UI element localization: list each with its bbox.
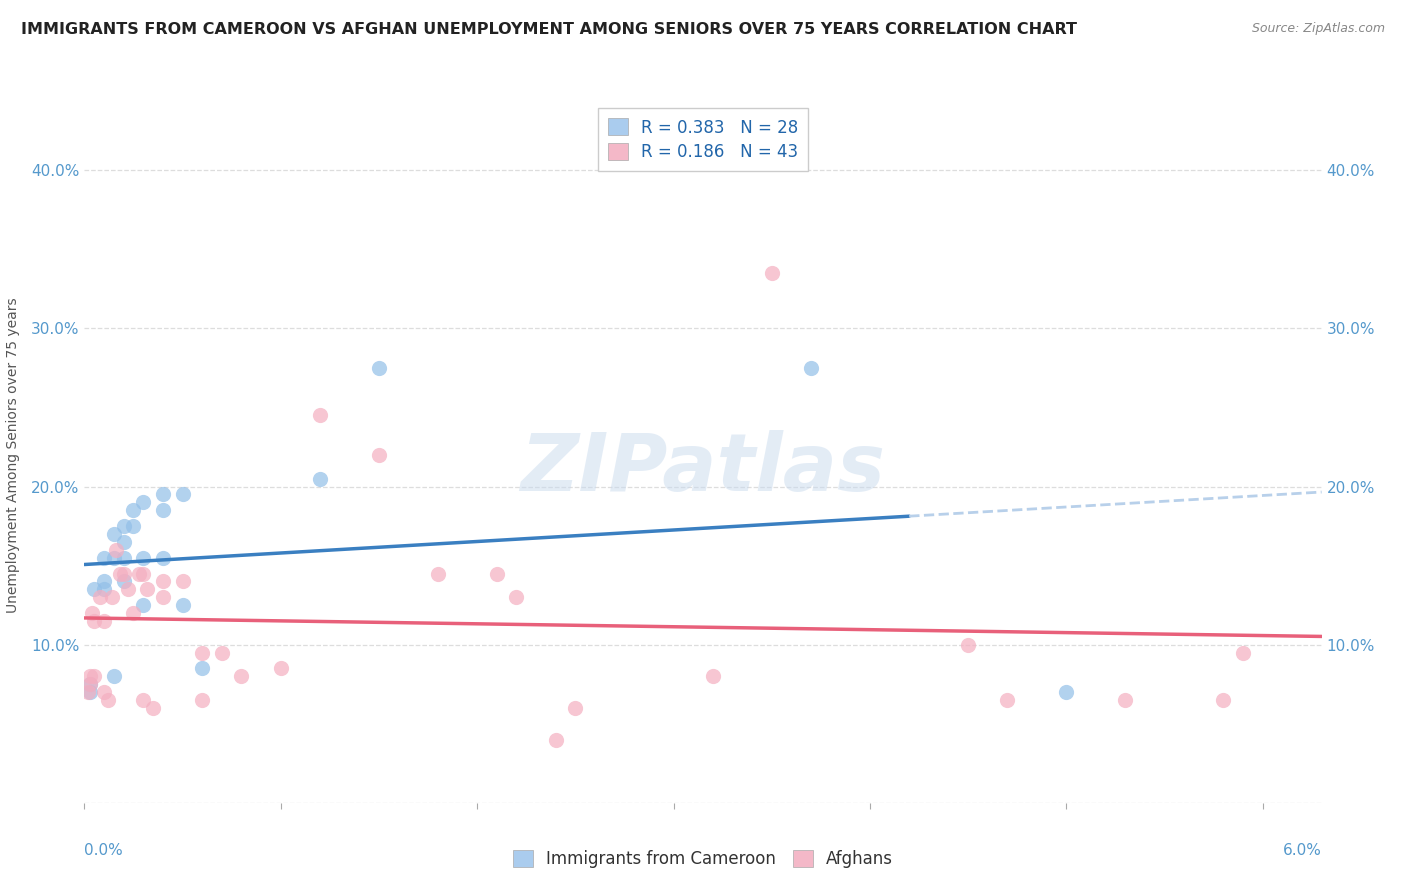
Point [564,701,586,715]
Point [83,669,105,683]
Text: 0.0%: 0.0% [84,843,124,858]
Point [108,566,131,581]
Point [132,495,155,509]
Point [89,591,111,605]
Point [79,669,101,683]
Point [152,574,174,589]
Point [112,550,135,565]
Y-axis label: Unemployment Among Seniors over 75 years: Unemployment Among Seniors over 75 years [6,297,20,613]
Text: 6.0%: 6.0% [1282,843,1322,858]
Point [152,503,174,517]
Point [368,448,391,462]
Point [309,409,332,423]
Point [1114,693,1136,707]
Point [800,360,823,375]
Legend: Immigrants from Cameroon, Afghans: Immigrants from Cameroon, Afghans [506,843,900,874]
Point [112,534,135,549]
Point [132,693,155,707]
Point [485,566,508,581]
Point [122,606,145,620]
Point [112,519,135,533]
Point [505,591,527,605]
Point [97,693,120,707]
Point [101,591,124,605]
Point [211,646,233,660]
Point [191,646,214,660]
Point [132,550,155,565]
Point [83,582,105,597]
Point [79,677,101,691]
Point [93,614,115,628]
Point [103,669,125,683]
Point [93,685,115,699]
Point [103,527,125,541]
Point [112,566,135,581]
Point [79,677,101,691]
Point [544,732,567,747]
Point [761,266,783,280]
Point [1054,685,1077,699]
Point [93,582,115,597]
Text: Source: ZipAtlas.com: Source: ZipAtlas.com [1251,22,1385,36]
Point [191,661,214,675]
Point [368,360,391,375]
Point [191,693,214,707]
Point [79,685,101,699]
Point [136,582,159,597]
Text: IMMIGRANTS FROM CAMEROON VS AFGHAN UNEMPLOYMENT AMONG SENIORS OVER 75 YEARS CORR: IMMIGRANTS FROM CAMEROON VS AFGHAN UNEMP… [21,22,1077,37]
Point [93,574,115,589]
Point [93,550,115,565]
Point [172,487,194,501]
Point [152,487,174,501]
Point [1232,646,1254,660]
Point [103,550,125,565]
Point [702,669,724,683]
Text: ZIPatlas: ZIPatlas [520,430,886,508]
Point [152,550,174,565]
Point [104,542,127,557]
Point [172,598,194,612]
Point [426,566,449,581]
Point [77,685,100,699]
Point [132,598,155,612]
Point [309,472,332,486]
Point [997,693,1019,707]
Point [142,701,165,715]
Point [270,661,292,675]
Point [231,669,253,683]
Point [122,503,145,517]
Point [112,574,135,589]
Point [82,606,104,620]
Point [122,519,145,533]
Point [83,614,105,628]
Point [172,574,194,589]
Point [1212,693,1234,707]
Point [132,566,155,581]
Point [117,582,139,597]
Point [957,638,980,652]
Point [152,591,174,605]
Point [128,566,150,581]
